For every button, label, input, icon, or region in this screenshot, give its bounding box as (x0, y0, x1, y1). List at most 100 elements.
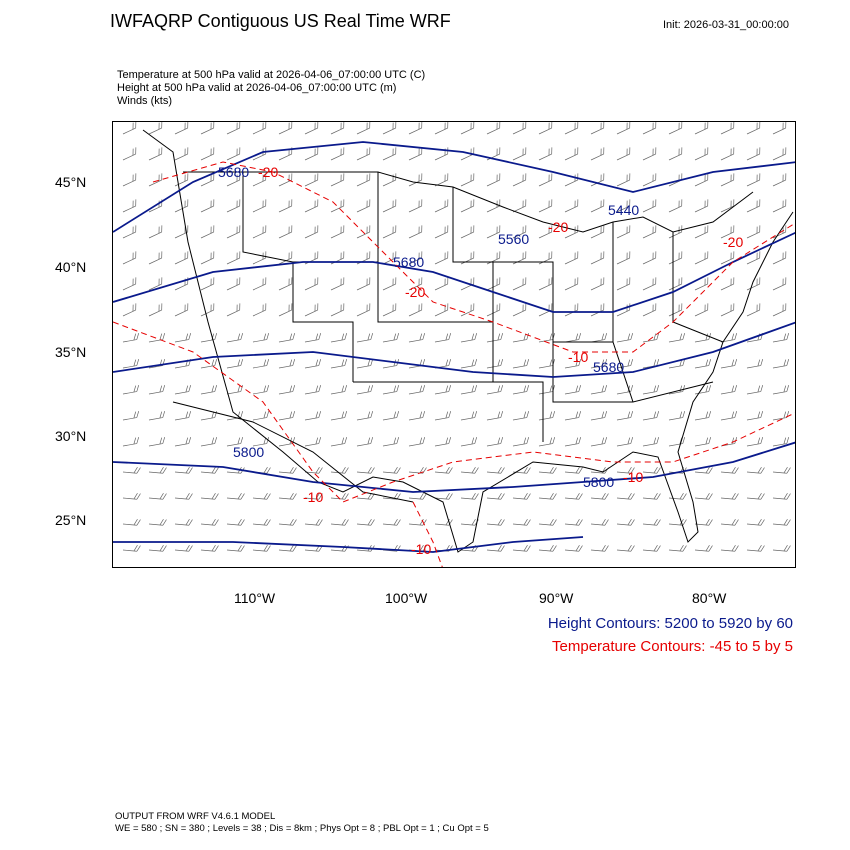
wind-barb (408, 437, 426, 447)
wind-barb (278, 385, 296, 395)
plot-title: IWFAQRP Contiguous US Real Time WRF (110, 11, 451, 31)
wind-barb (330, 147, 345, 161)
lat-label-40n: 40°N (55, 259, 87, 275)
wind-barb (252, 199, 267, 213)
wind-barb (694, 122, 709, 135)
wind-barb (512, 173, 527, 187)
model-footer: OUTPUT FROM WRF V4.6.1 MODEL (115, 811, 276, 822)
wind-barb (616, 493, 635, 500)
wind-barb (252, 173, 267, 187)
wind-barb (122, 147, 137, 161)
wind-barb (122, 437, 140, 447)
wind-barb (590, 411, 608, 421)
wind-barb (694, 199, 709, 213)
wind-barb (278, 333, 296, 343)
wind-barb (122, 493, 141, 500)
wind-barb (720, 545, 739, 552)
temperature-contours-layer (113, 161, 795, 567)
wind-barb (356, 385, 374, 395)
wind-barb (616, 122, 631, 135)
wind-barb (434, 251, 449, 265)
lat-label-30n: 30°N (55, 428, 87, 444)
wind-barb (772, 519, 791, 526)
wind-barb (252, 411, 270, 421)
wind-barb (668, 277, 683, 291)
wind-barb (382, 519, 401, 526)
wind-barb (772, 251, 787, 265)
wind-barb (616, 333, 634, 343)
wind-barb (512, 437, 530, 447)
wind-barb (720, 333, 738, 343)
wind-barb (434, 277, 449, 291)
wind-barb (486, 173, 501, 187)
wind-barb (330, 173, 345, 187)
wind-barb (200, 199, 215, 213)
wind-barb (460, 437, 478, 447)
wind-barb (590, 519, 609, 526)
temperature-contour-line (412, 501, 443, 567)
wind-barb (330, 437, 348, 447)
wind-barb (460, 385, 478, 395)
wind-barb (434, 333, 452, 343)
wind-barb (148, 437, 166, 447)
wind-barb (304, 437, 322, 447)
wind-barb (226, 385, 244, 395)
wind-barb (642, 225, 657, 239)
wind-barb (668, 411, 686, 421)
wind-barb (538, 173, 553, 187)
wind-barb (746, 545, 765, 552)
wind-barb (200, 385, 218, 395)
wind-barb (278, 303, 293, 317)
state-line (493, 261, 613, 343)
wind-barb (252, 359, 270, 369)
wind-barb (668, 493, 687, 500)
wind-barb (408, 333, 426, 343)
temperature-contour-label: -10 (411, 541, 431, 557)
wind-barb (564, 303, 579, 317)
height-contour-line (113, 141, 795, 233)
temperature-contour-label: -20 (405, 284, 425, 300)
wind-barb (356, 147, 371, 161)
wind-barb (382, 225, 397, 239)
wind-barb (538, 199, 553, 213)
lat-label-35n: 35°N (55, 344, 87, 360)
contour-labels-layer: 5680 5560 5440 5680 5680 5800 5800 -20 -20 -20 -20… (218, 164, 743, 557)
wind-barb (382, 277, 397, 291)
height-contour-label: 5440 (608, 202, 639, 218)
lon-label-110w: 110°W (234, 590, 276, 606)
wind-barb (772, 411, 790, 421)
wind-barb (512, 411, 530, 421)
wind-barb (460, 493, 479, 500)
wind-barb (330, 493, 349, 500)
wind-barb (460, 411, 478, 421)
wind-barb (304, 147, 319, 161)
wind-barb (304, 251, 319, 265)
wind-barb (382, 251, 397, 265)
state-line (353, 381, 544, 442)
wind-barb (564, 359, 582, 369)
wind-barb (122, 467, 141, 474)
wind-barb (720, 173, 735, 187)
wind-barb (304, 199, 319, 213)
wind-barb (200, 437, 218, 447)
height-contour-label: 5680 (218, 164, 249, 180)
wind-barb (642, 251, 657, 265)
lat-label-25n: 25°N (55, 512, 87, 528)
wind-barb (538, 545, 557, 552)
wind-barb (356, 225, 371, 239)
wind-barb (642, 122, 657, 135)
wind-barb (408, 467, 427, 474)
wind-barb (252, 333, 270, 343)
wind-barb (382, 467, 401, 474)
model-config-footer: WE = 580 ; SN = 380 ; Levels = 38 ; Dis … (115, 823, 489, 834)
temperature-contour-label: -20 (548, 219, 568, 235)
wind-barb (668, 147, 683, 161)
wind-barb (720, 225, 735, 239)
wind-barb (356, 199, 371, 213)
wind-barb (772, 333, 790, 343)
wind-barbs-layer (122, 122, 791, 552)
wind-barb (330, 411, 348, 421)
wind-barb (590, 225, 605, 239)
map-canvas: 5680 5560 5440 5680 5680 5800 5800 -20 -20 -20 -20… (113, 122, 795, 567)
wind-barb (174, 493, 193, 500)
